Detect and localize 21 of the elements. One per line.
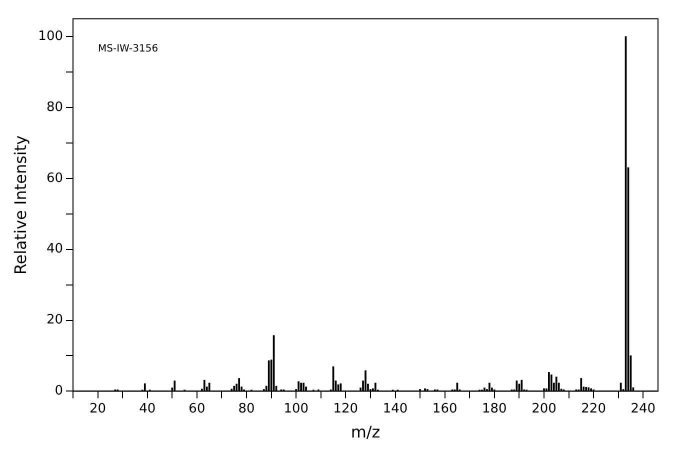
y-tick-label: 100 (38, 28, 64, 44)
y-tick-label: 60 (46, 170, 64, 186)
x-tick-label: 220 (581, 401, 606, 416)
annotation: MS-IW-3156 (98, 43, 158, 54)
y-tick-label: 20 (46, 312, 64, 328)
x-tick-label: 120 (333, 401, 358, 416)
x-tick-label: 20 (90, 401, 106, 416)
x-tick-label: 40 (139, 401, 156, 416)
x-tick-label: 100 (284, 401, 309, 416)
y-tick-label: 0 (54, 384, 64, 399)
x-axis-title: m/z (350, 422, 380, 442)
x-tick-label: 140 (382, 401, 408, 416)
y-tick-label: 80 (46, 100, 64, 115)
x-tick-label: 200 (532, 401, 556, 416)
x-tick-label: 60 (188, 401, 206, 416)
x-tick-label: 180 (482, 401, 507, 416)
x-tick-label: 80 (238, 401, 255, 416)
y-axis-title: Relative Intensity (10, 135, 30, 275)
x-tick-label: 160 (432, 401, 458, 416)
y-tick-label: 40 (46, 242, 64, 257)
x-tick-label: 240 (630, 401, 656, 416)
